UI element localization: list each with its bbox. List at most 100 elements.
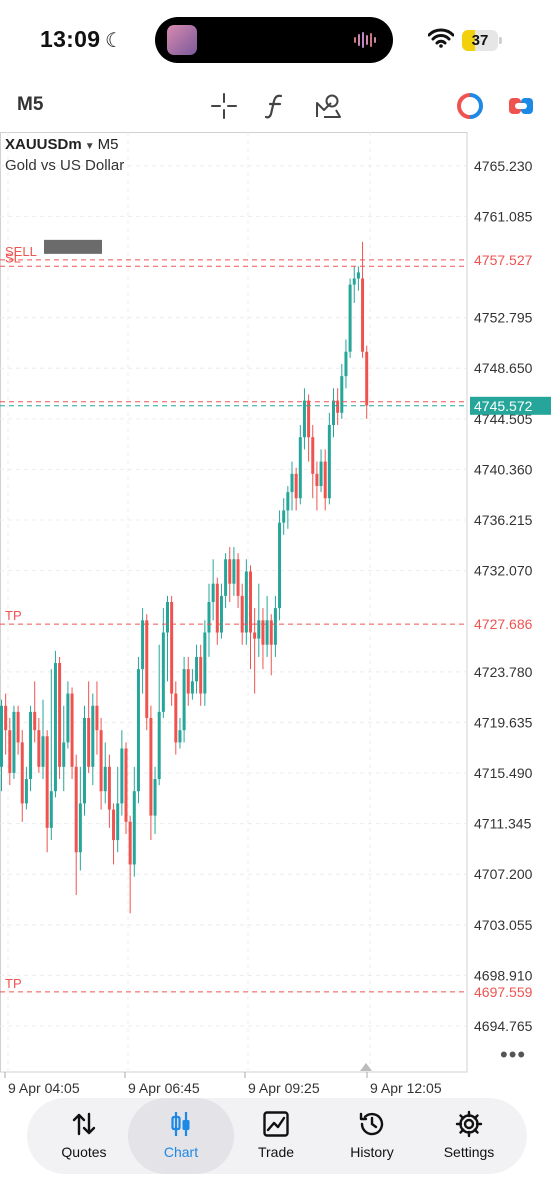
level-label: TP <box>5 976 22 991</box>
candle-bear <box>361 278 365 352</box>
candle-bear <box>215 583 219 633</box>
candlestick-chart-icon <box>171 1112 190 1136</box>
candle-bear <box>16 711 20 743</box>
chart-symbol-header[interactable]: XAUUSDm ▼ M5 <box>5 136 118 153</box>
price-axis-label: 4740.360 <box>474 461 533 477</box>
symbol-timeframe: M5 <box>97 136 119 153</box>
nav-label-history: History <box>350 1144 394 1160</box>
focus-moon-icon: ☾ <box>105 30 123 52</box>
candle-bull <box>356 272 360 279</box>
candle-bull <box>282 510 286 523</box>
status-bar: 13:09 ☾ 37 <box>0 0 553 82</box>
candle-bear <box>253 632 257 639</box>
price-axis-label: 4711.345 <box>474 816 532 832</box>
crosshair-icon[interactable] <box>210 92 238 120</box>
candle-bear <box>124 748 128 822</box>
more-options-icon[interactable]: ••• <box>500 1042 527 1067</box>
timeframe-button[interactable]: M5 <box>17 94 44 115</box>
candle-bull <box>302 400 306 438</box>
price-axis-label: 4761.085 <box>474 208 533 224</box>
time-marker-icon[interactable] <box>360 1063 372 1071</box>
candle-bull <box>278 522 282 609</box>
price-chart[interactable]: 4765.230 4761.085 4752.795 4748.650 4744.505… <box>0 132 553 1100</box>
candle-bull <box>24 779 28 804</box>
nav-quotes[interactable]: Quotes <box>36 1098 132 1174</box>
price-axis-label: 4748.650 <box>474 360 533 376</box>
nav-history[interactable]: History <box>324 1098 420 1174</box>
bid-price-label: 4745.572 <box>474 398 533 414</box>
price-axis-label: 4703.055 <box>474 917 533 933</box>
trade-toggle-icon[interactable] <box>507 92 535 120</box>
candle-bull <box>53 663 57 792</box>
battery-indicator: 37 <box>462 30 502 51</box>
price-axis-label: 4707.200 <box>474 866 533 882</box>
candle-bull <box>153 779 157 816</box>
candle-bull <box>211 583 215 602</box>
candle-bull <box>219 595 223 633</box>
candle-bull <box>132 791 136 865</box>
candle-bear <box>128 821 132 865</box>
candle-bull <box>29 711 33 780</box>
price-axis-label: 4723.780 <box>474 664 533 680</box>
candle-bear <box>112 809 116 841</box>
candle-bear <box>74 766 78 853</box>
nav-label-chart: Chart <box>163 1144 199 1160</box>
one-click-trading-icon[interactable] <box>456 92 484 120</box>
candle-bull <box>244 571 248 633</box>
candle-bull <box>83 717 86 804</box>
objects-shapes-icon[interactable] <box>314 92 342 120</box>
candle-bull <box>91 705 95 767</box>
chart-area[interactable]: 4765.230 4761.085 4752.795 4748.650 4744.505… <box>0 132 553 1100</box>
nav-chart[interactable]: Chart <box>128 1098 234 1174</box>
bid-price-tag <box>470 396 551 415</box>
candle-bear <box>323 461 327 499</box>
price-axis-label: 4736.215 <box>474 512 533 528</box>
level-label: SELL <box>5 244 37 259</box>
nav-settings[interactable]: Settings <box>421 1098 517 1174</box>
candle-bull <box>195 656 199 682</box>
dynamic-island[interactable] <box>155 17 393 63</box>
candle-bull <box>190 681 194 694</box>
candle-bull <box>344 351 348 377</box>
candle-bear <box>261 620 265 645</box>
candle-bear <box>186 669 190 694</box>
candle-bear <box>294 473 298 499</box>
candle-bull <box>203 632 207 694</box>
candle-bear <box>236 559 240 596</box>
candle-bear <box>20 742 24 804</box>
candle-bull <box>207 602 211 633</box>
chart-toolbar: M5 <box>0 82 553 130</box>
price-axis-label: 4765.230 <box>474 158 533 174</box>
battery-fill <box>462 30 476 51</box>
candle-bull <box>265 620 269 645</box>
price-axis-label: 4732.070 <box>474 563 533 579</box>
candle-bear <box>199 656 203 694</box>
price-axis-label: 4694.765 <box>474 1018 533 1034</box>
time-axis-label: 9 Apr 04:05 <box>8 1080 80 1096</box>
candle-bear <box>107 766 111 810</box>
candle-bull <box>224 559 228 596</box>
candle-bull <box>340 376 344 413</box>
candle-bear <box>45 736 49 828</box>
level-price-label: 4727.686 <box>474 616 533 632</box>
candle-bull <box>62 742 66 767</box>
candle-bear <box>336 400 340 413</box>
order-info-box <box>44 239 102 254</box>
quotes-arrows-icon <box>72 1112 96 1136</box>
plot-frame <box>0 132 468 1073</box>
candle-bull <box>141 620 145 670</box>
candle-bear <box>249 571 252 633</box>
bottom-nav: Quotes Chart Trade History <box>27 1098 527 1174</box>
candle-bull <box>332 400 335 425</box>
candle-bear <box>58 663 62 767</box>
time-axis-label: 9 Apr 09:25 <box>248 1080 320 1096</box>
time-axis-label: 9 Apr 12:05 <box>370 1080 442 1096</box>
candle-bear <box>311 437 315 474</box>
symbol-description: Gold vs US Dollar <box>5 157 125 174</box>
nav-trade[interactable]: Trade <box>228 1098 324 1174</box>
candle-bear <box>70 693 74 767</box>
candle-bear <box>37 730 41 767</box>
indicators-function-icon[interactable] <box>262 92 290 120</box>
candle-bull <box>348 284 352 352</box>
